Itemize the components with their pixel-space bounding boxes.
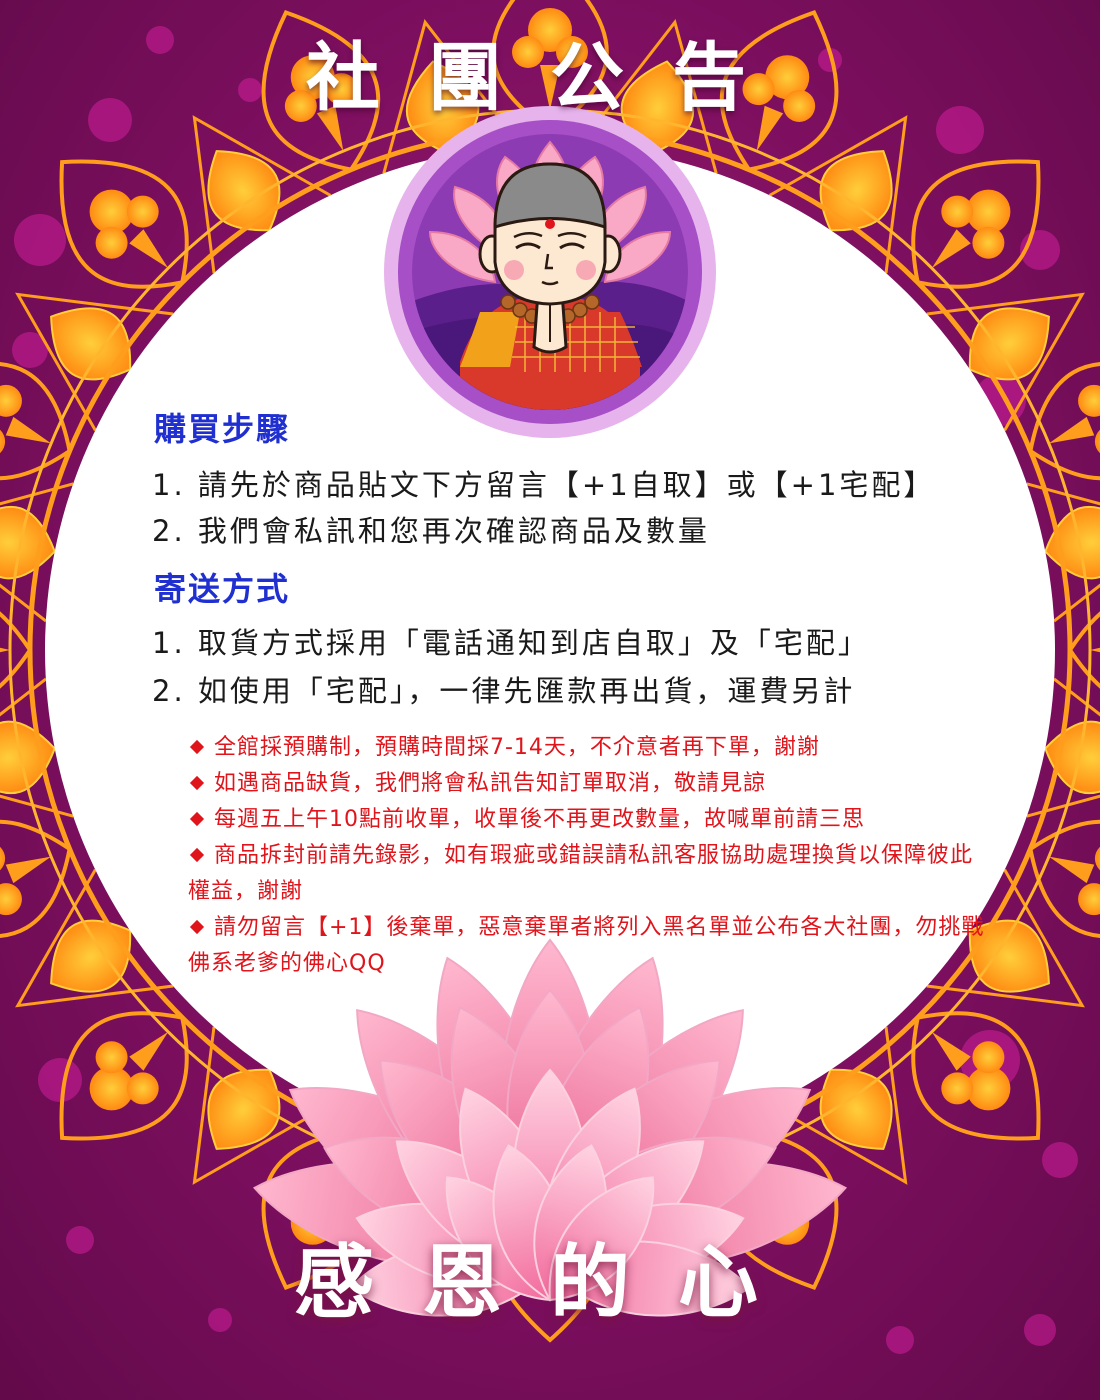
lotus-flower-icon [252,938,848,1317]
step-number: 1. [152,468,186,502]
monk-avatar-icon [384,106,716,438]
content-circle [45,145,1055,1155]
diamond-icon [189,739,205,754]
diamond-icon [189,919,205,934]
notice-text: 如遇商品缺貨，我們將會私訊告知訂單取消，敬請見諒 [214,771,767,796]
notice-list: 全館採預購制，預購時間採7-14天，不介意者再下單，謝謝 如遇商品缺貨，我們將會… [188,730,988,982]
page-title: 社團公告 [306,35,794,121]
step-text: 取貨方式採用「電話通知到店自取」及「宅配」 [197,626,870,660]
notice-item: 每週五上午10點前收單，收單後不再更改數量，故喊單前請三思 [188,802,988,838]
shipping-method-heading: 寄送方式 [154,570,291,608]
step-number: 2. [152,514,186,548]
footer-title: 感恩的心 [294,1235,806,1329]
notice-item: 請勿留言【+1】後棄單，惡意棄單者將列入黑名單並公布各大社團，勿挑戰佛系老爹的佛… [188,910,988,982]
purchase-step-1: 1. 請先於商品貼文下方留言【+1自取】或【+1宅配】 [152,462,935,504]
notice-text: 全館採預購制，預購時間採7-14天，不介意者再下單，謝謝 [214,735,820,760]
diamond-icon [189,775,205,790]
notice-item: 全館採預購制，預購時間採7-14天，不介意者再下單，謝謝 [188,730,988,766]
step-text: 我們會私訊和您再次確認商品及數量 [197,514,710,548]
step-text: 請先於商品貼文下方留言【+1自取】或【+1宅配】 [197,468,936,502]
notice-item: 如遇商品缺貨，我們將會私訊告知訂單取消，敬請見諒 [188,766,988,802]
step-number: 1. [152,626,186,660]
purchase-step-2: 2. 我們會私訊和您再次確認商品及數量 [152,508,710,550]
diamond-icon [189,847,205,862]
notice-text: 請勿留言【+1】後棄單，惡意棄單者將列入黑名單並公布各大社團，勿挑戰佛系老爹的佛… [188,915,985,976]
shipping-step-1: 1. 取貨方式採用「電話通知到店自取」及「宅配」 [152,620,870,662]
diamond-icon [189,811,205,826]
step-number: 2. [152,674,186,708]
notice-text: 商品拆封前請先錄影，如有瑕疵或錯誤請私訊客服協助處理換貨以保障彼此權益，謝謝 [188,843,974,904]
notice-text: 每週五上午10點前收單，收單後不再更改數量，故喊單前請三思 [214,807,865,832]
shipping-step-2: 2. 如使用「宅配」，一律先匯款再出貨，運費另計 [152,668,855,710]
notice-item: 商品拆封前請先錄影，如有瑕疵或錯誤請私訊客服協助處理換貨以保障彼此權益，謝謝 [188,838,988,910]
step-text: 如使用「宅配」，一律先匯款再出貨，運費另計 [197,674,856,708]
purchase-steps-heading: 購買步驟 [154,410,291,448]
